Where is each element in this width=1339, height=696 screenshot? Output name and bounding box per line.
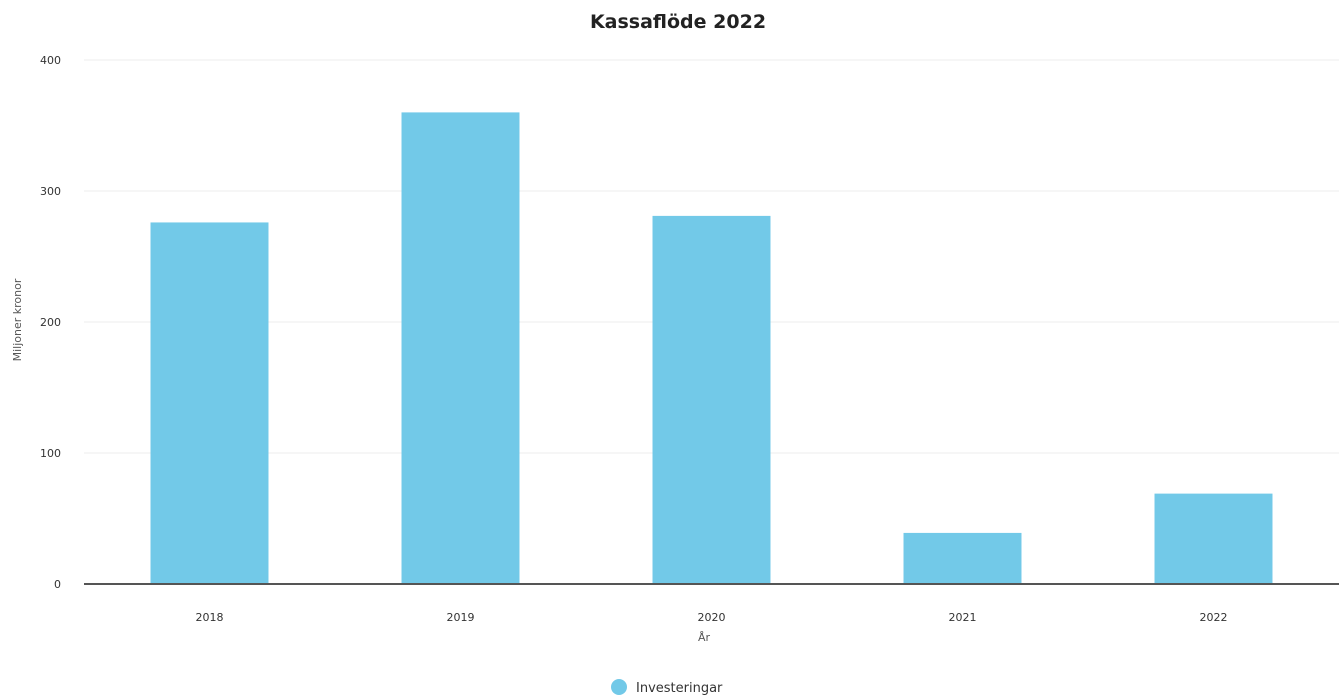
bar-2020[interactable]	[652, 215, 771, 584]
y-tick-label: 300	[40, 185, 61, 198]
legend-marker	[611, 679, 627, 695]
chart-title: Kassaflöde 2022	[590, 11, 766, 33]
x-axis-title: År	[698, 631, 711, 644]
bar-2019[interactable]	[401, 112, 520, 585]
legend-label: Investeringar	[636, 681, 723, 696]
y-tick-label: 0	[54, 578, 61, 591]
bar-2021[interactable]	[903, 532, 1022, 584]
bar-2018[interactable]	[150, 222, 269, 584]
x-tick-label: 2019	[447, 611, 475, 624]
y-axis-title: Miljoner kronor	[11, 278, 24, 361]
x-tick-label: 2022	[1200, 611, 1228, 624]
x-tick-label: 2021	[949, 611, 977, 624]
x-tick-label: 2020	[698, 611, 726, 624]
y-tick-label: 400	[40, 54, 61, 67]
y-tick-label: 200	[40, 316, 61, 329]
x-axis-ticks: 2018 2019 2020 2021 2022	[196, 611, 1228, 624]
bar-2022[interactable]	[1154, 493, 1273, 584]
y-axis-ticks: 0 100 200 300 400	[40, 54, 61, 591]
x-tick-label: 2018	[196, 611, 224, 624]
y-tick-label: 100	[40, 447, 61, 460]
legend[interactable]: Investeringar	[611, 679, 723, 696]
bars	[150, 112, 1273, 585]
